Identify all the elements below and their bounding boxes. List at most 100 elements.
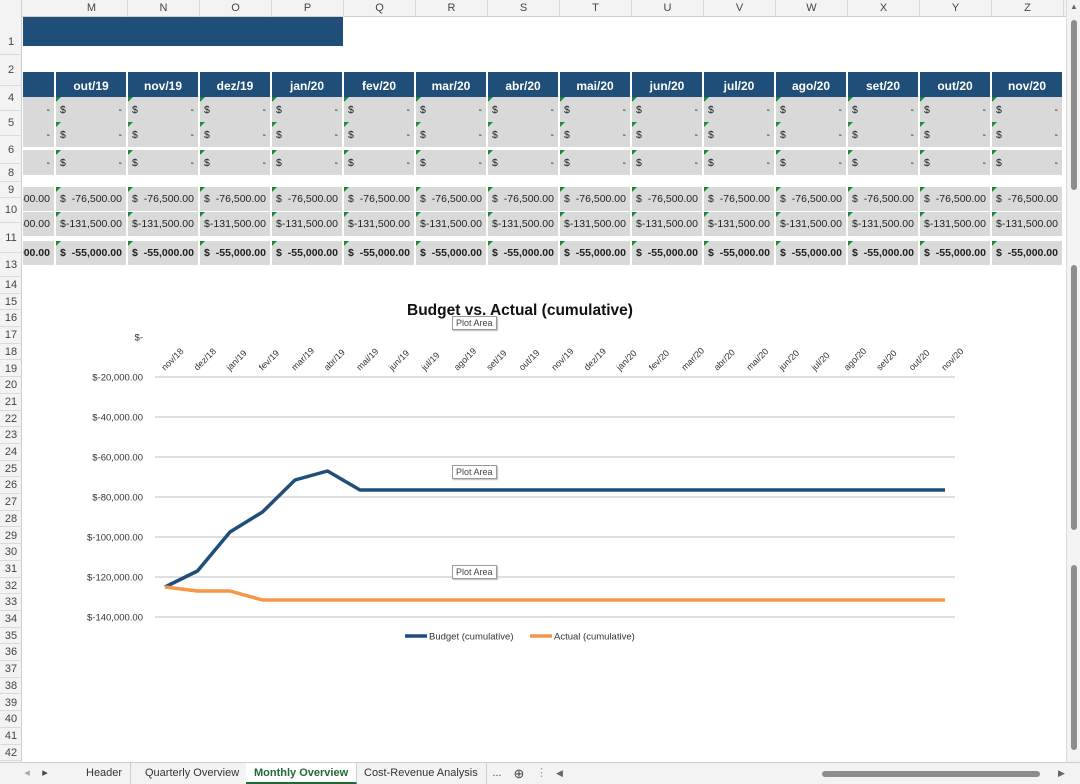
- data-cell[interactable]: $ -131,500.00: [776, 212, 848, 236]
- data-cell[interactable]: $ -: [992, 122, 1064, 147]
- data-cell[interactable]: $ -76,500.00: [56, 187, 128, 211]
- row-header-15[interactable]: 15: [0, 294, 22, 311]
- data-cell[interactable]: $ -: [56, 122, 128, 147]
- column-header-m[interactable]: M: [56, 0, 128, 17]
- partial-cell[interactable]: -: [23, 150, 56, 175]
- column-header-v[interactable]: V: [704, 0, 776, 17]
- row-header-17[interactable]: 17: [0, 327, 22, 344]
- month-header-cell[interactable]: jul/20: [704, 72, 776, 101]
- row-header-11[interactable]: 11: [0, 223, 22, 253]
- row-header-42[interactable]: 42: [0, 745, 22, 762]
- vertical-scroll-thumb[interactable]: [1071, 265, 1077, 530]
- data-cell[interactable]: $ -: [200, 150, 272, 175]
- row-header-23[interactable]: 23: [0, 427, 22, 444]
- data-cell[interactable]: $ -: [128, 122, 200, 147]
- column-header-t[interactable]: T: [560, 0, 632, 17]
- data-cell[interactable]: $ -: [848, 122, 920, 147]
- data-cell[interactable]: $ -76,500.00: [272, 187, 344, 211]
- data-cell[interactable]: $ -131,500.00: [56, 212, 128, 236]
- data-cell[interactable]: $ -76,500.00: [776, 187, 848, 211]
- data-cell[interactable]: $ -: [272, 122, 344, 147]
- data-cell[interactable]: $ -76,500.00: [848, 187, 920, 211]
- row-header-28[interactable]: 28: [0, 511, 22, 528]
- tab-splitter-handle[interactable]: ⋮: [536, 767, 547, 779]
- data-cell[interactable]: $ -: [560, 150, 632, 175]
- chart-plot-svg[interactable]: $- $-20,000.00 $-40,000.00 $-60,000.00 $-80,…: [60, 285, 980, 655]
- data-cell[interactable]: $ -76,500.00: [344, 187, 416, 211]
- data-cell[interactable]: $ -: [200, 97, 272, 122]
- data-cell[interactable]: $ -55,000.00: [56, 241, 128, 265]
- data-cell[interactable]: $ -: [992, 97, 1064, 122]
- month-header-cell[interactable]: set/20: [848, 72, 920, 101]
- row-header-35[interactable]: 35: [0, 628, 22, 645]
- column-header-o[interactable]: O: [200, 0, 272, 17]
- data-cell[interactable]: $ -: [560, 122, 632, 147]
- data-cell[interactable]: $ -55,000.00: [992, 241, 1064, 265]
- data-cell[interactable]: $ -76,500.00: [488, 187, 560, 211]
- vertical-scroll-thumb[interactable]: [1071, 565, 1077, 750]
- month-header-cell[interactable]: fev/20: [344, 72, 416, 101]
- row-header-24[interactable]: 24: [0, 444, 22, 461]
- data-cell[interactable]: $ -55,000.00: [704, 241, 776, 265]
- data-cell[interactable]: $ -: [920, 150, 992, 175]
- data-cell[interactable]: $ -55,000.00: [632, 241, 704, 265]
- partial-cell[interactable]: -: [23, 97, 56, 122]
- partial-cell[interactable]: 500.00: [23, 212, 56, 236]
- row-header-20[interactable]: 20: [0, 377, 22, 394]
- data-cell[interactable]: $ -: [416, 150, 488, 175]
- month-header-cell[interactable]: out/20: [920, 72, 992, 101]
- row-header-26[interactable]: 26: [0, 477, 22, 495]
- scroll-up-icon[interactable]: ▲: [1070, 2, 1078, 11]
- sheet-tab-header[interactable]: Header: [78, 763, 132, 784]
- row-header-1[interactable]: 1: [0, 30, 22, 55]
- tab-scroll-left-icon[interactable]: ◂: [24, 767, 30, 779]
- partial-cell[interactable]: 000.00: [23, 241, 56, 265]
- data-cell[interactable]: $ -131,500.00: [704, 212, 776, 236]
- row-header-31[interactable]: 31: [0, 561, 22, 578]
- row-header-19[interactable]: 19: [0, 361, 22, 378]
- data-cell[interactable]: $ -55,000.00: [848, 241, 920, 265]
- data-cell[interactable]: $ -55,000.00: [776, 241, 848, 265]
- month-header-cell[interactable]: ago/20: [776, 72, 848, 101]
- partial-cell[interactable]: -: [23, 122, 56, 147]
- data-cell[interactable]: $ -: [272, 150, 344, 175]
- column-header-s[interactable]: S: [488, 0, 560, 17]
- more-tabs-button[interactable]: ...: [492, 767, 502, 779]
- data-cell[interactable]: $ -: [128, 97, 200, 122]
- data-cell[interactable]: $ -: [200, 122, 272, 147]
- data-cell[interactable]: $ -: [632, 150, 704, 175]
- sheet-tab-quarterly-overview[interactable]: Quarterly Overview: [137, 763, 249, 784]
- data-cell[interactable]: $ -: [344, 150, 416, 175]
- data-cell[interactable]: $ -55,000.00: [560, 241, 632, 265]
- sheet-tab-cost-revenue-analysis[interactable]: Cost-Revenue Analysis: [356, 763, 487, 784]
- row-header-21[interactable]: 21: [0, 394, 22, 411]
- scroll-left-icon[interactable]: ◀: [556, 768, 563, 778]
- column-header-q[interactable]: Q: [344, 0, 416, 17]
- row-header-14[interactable]: 14: [0, 277, 22, 294]
- row-header-2[interactable]: 2: [0, 55, 22, 86]
- month-header-partial[interactable]: [23, 72, 56, 101]
- sheet-tab-monthly-overview[interactable]: Monthly Overview: [246, 763, 358, 784]
- data-cell[interactable]: $ -76,500.00: [632, 187, 704, 211]
- data-cell[interactable]: $ -76,500.00: [704, 187, 776, 211]
- data-cell[interactable]: $ -: [488, 97, 560, 122]
- data-cell[interactable]: $ -: [920, 122, 992, 147]
- row-header-22[interactable]: 22: [0, 411, 22, 428]
- data-cell[interactable]: $ -55,000.00: [416, 241, 488, 265]
- data-cell[interactable]: $ -76,500.00: [992, 187, 1064, 211]
- row-header-25[interactable]: 25: [0, 461, 22, 478]
- month-header-cell[interactable]: mai/20: [560, 72, 632, 101]
- row-header-41[interactable]: 41: [0, 728, 22, 745]
- column-header-y[interactable]: Y: [920, 0, 992, 17]
- data-cell[interactable]: $ -131,500.00: [488, 212, 560, 236]
- data-cell[interactable]: $ -131,500.00: [848, 212, 920, 236]
- column-header-p[interactable]: P: [272, 0, 344, 17]
- vertical-scrollbar[interactable]: ▲: [1066, 0, 1080, 762]
- scroll-right-icon[interactable]: ▶: [1058, 768, 1065, 778]
- data-cell[interactable]: $ -55,000.00: [200, 241, 272, 265]
- data-cell[interactable]: $ -: [344, 97, 416, 122]
- row-header-30[interactable]: 30: [0, 544, 22, 561]
- data-cell[interactable]: $ -: [920, 97, 992, 122]
- row-header-13[interactable]: 13: [0, 253, 22, 277]
